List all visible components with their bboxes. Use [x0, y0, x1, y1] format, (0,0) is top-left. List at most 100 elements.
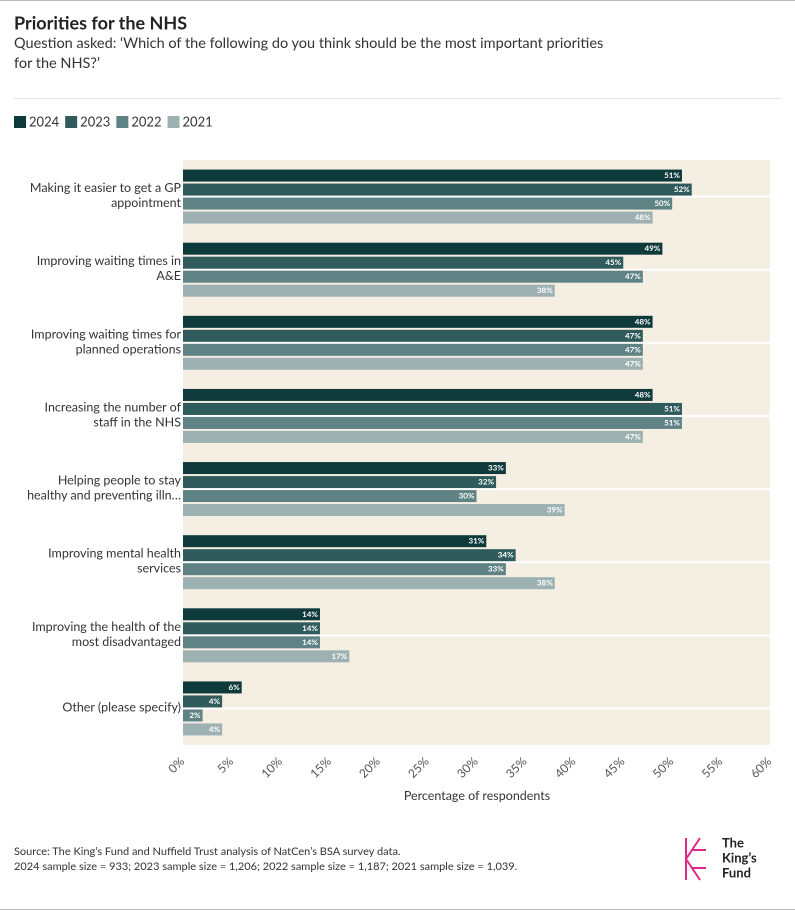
bar: [183, 315, 653, 328]
bar: [183, 709, 203, 722]
value-label: 14%: [302, 609, 318, 619]
value-label: 47%: [625, 330, 641, 340]
value-label: 50%: [654, 198, 670, 208]
value-label: 32%: [478, 477, 494, 487]
bar: [183, 549, 516, 562]
value-label: 39%: [547, 505, 563, 515]
bar: [183, 535, 487, 548]
bar: [183, 242, 663, 255]
logo-text: Fund: [722, 864, 751, 880]
bar: [183, 622, 320, 635]
bar: [183, 416, 682, 429]
legend-swatch: [65, 116, 78, 128]
bar: [183, 211, 653, 224]
category-label: Increasing the number of staff in the NHS: [45, 400, 182, 430]
value-label: 38%: [537, 578, 553, 588]
category-label: Making it easier to get a GP appointment: [30, 180, 182, 210]
legend-swatch: [116, 116, 129, 128]
x-tick-label: 40%: [551, 753, 579, 781]
value-label: 51%: [664, 403, 680, 413]
value-label: 47%: [625, 344, 641, 354]
value-label: 33%: [488, 564, 504, 574]
x-tick-label: 35%: [502, 753, 530, 781]
x-tick-label: 50%: [649, 753, 677, 781]
legend-label: 2022: [131, 113, 161, 129]
bar: [183, 636, 320, 649]
bar: [183, 169, 682, 182]
sample-note: 2024 sample size = 933; 2023 sample size…: [14, 860, 517, 873]
category-label: Improving the health of the most disadvan…: [32, 619, 181, 649]
value-label: 38%: [537, 285, 553, 295]
logo-text: The: [722, 834, 744, 850]
x-tick-label: 30%: [454, 753, 482, 781]
bar: [183, 608, 320, 621]
bar: [183, 197, 673, 210]
value-label: 31%: [468, 536, 484, 546]
value-label: 33%: [488, 463, 504, 473]
value-label: 14%: [302, 637, 318, 647]
value-label: 51%: [664, 417, 680, 427]
bar: [183, 284, 555, 297]
bar: [183, 430, 643, 443]
value-label: 48%: [635, 316, 651, 326]
logo-mark: [685, 837, 706, 881]
value-label: 47%: [625, 431, 641, 441]
value-label: 45%: [605, 257, 621, 267]
bar: [183, 343, 643, 356]
bar: [183, 577, 555, 590]
value-label: 52%: [674, 184, 690, 194]
x-tick-label: 45%: [600, 753, 628, 781]
bar: [183, 650, 350, 663]
value-label: 49%: [645, 243, 661, 253]
x-tick-label: 15%: [307, 753, 335, 781]
legend-label: 2024: [29, 113, 60, 129]
bar: [183, 329, 643, 342]
x-tick-label: 5%: [214, 753, 237, 776]
x-tick-label: 60%: [747, 753, 775, 781]
value-label: 17%: [331, 651, 347, 661]
x-tick-label: 55%: [698, 753, 726, 781]
category-label: Improving waiting times for planned opera…: [31, 326, 182, 356]
value-label: 30%: [459, 491, 475, 501]
value-label: 48%: [635, 389, 651, 399]
bar: [183, 270, 643, 283]
bar: [183, 504, 565, 517]
logo-text: King’s: [722, 849, 757, 865]
legend-swatch: [14, 116, 26, 128]
bar: [183, 357, 643, 370]
bar: [183, 723, 223, 736]
bar: [183, 462, 506, 475]
bar: [183, 256, 624, 269]
chart-title: Priorities for the NHS: [14, 12, 187, 34]
bar: [183, 476, 497, 489]
bar: [183, 402, 682, 415]
chart-subtitle: Question asked: ‘Which of the following …: [14, 35, 603, 72]
value-label: 51%: [664, 170, 680, 180]
x-tick-label: 10%: [258, 753, 286, 781]
bar: [183, 681, 242, 694]
category-label: Helping people to stay healthy and preven…: [27, 473, 181, 503]
value-label: 34%: [498, 550, 514, 560]
x-tick-label: 25%: [405, 753, 433, 781]
x-tick-label: 0%: [165, 753, 188, 776]
legend-label: 2021: [183, 113, 213, 129]
category-label: Improving waiting times in A&E: [37, 253, 181, 283]
x-tick-label: 20%: [356, 753, 384, 781]
source-note: Source: The King’s Fund and Nuffield Tru…: [14, 845, 401, 858]
category-label: Improving mental health services: [48, 546, 181, 576]
value-label: 47%: [625, 358, 641, 368]
value-label: 4%: [209, 724, 221, 734]
value-label: 47%: [625, 271, 641, 281]
bar: [183, 183, 692, 196]
category-label: Other (please specify): [62, 700, 181, 715]
value-label: 14%: [302, 623, 318, 633]
value-label: 6%: [228, 682, 240, 692]
value-label: 4%: [209, 696, 221, 706]
bar: [183, 695, 223, 708]
legend-swatch: [167, 116, 180, 128]
bar: [183, 563, 506, 576]
value-label: 48%: [635, 212, 651, 222]
legend-label: 2023: [80, 113, 110, 129]
bar: [183, 388, 653, 401]
